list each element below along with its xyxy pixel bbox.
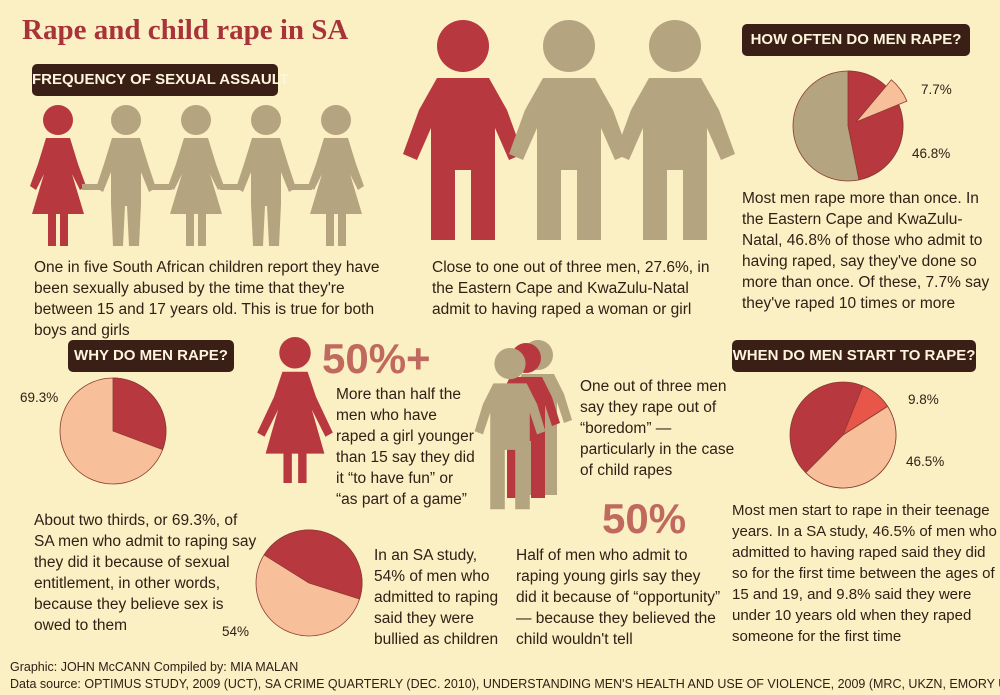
- men-overlap-figures: [474, 340, 572, 510]
- why-text: About two thirds, or 69.3%, of SA men wh…: [34, 512, 257, 634]
- how-often-label-large: 46.8%: [912, 146, 951, 161]
- why-banner: WHY DO MEN RAPE?: [68, 340, 234, 372]
- bullied-text: In an SA study, 54% of men who admitted …: [374, 547, 499, 648]
- pie-slice-other: [112, 377, 167, 451]
- child-figure-tan: [96, 105, 156, 246]
- when-label-large: 46.5%: [906, 454, 945, 469]
- child-figure-tan: [168, 105, 224, 246]
- fun-text: More than half the men who have raped a …: [336, 386, 475, 508]
- why-label: 69.3%: [20, 390, 59, 405]
- child-figure-red: [30, 105, 86, 246]
- bullied-pie: [255, 529, 363, 637]
- pie-slice-fifteen-to-nineteen: [805, 405, 897, 489]
- opportunity-text: Half of men who admit to raping young gi…: [516, 547, 721, 648]
- data-source: Data source: OPTIMUS STUDY, 2009 (UCT), …: [10, 677, 1000, 691]
- when-banner: WHEN DO MEN START TO RAPE?: [732, 340, 976, 372]
- when-label-small: 9.8%: [908, 392, 939, 407]
- fun-big-stat: 50%+: [322, 335, 431, 382]
- girl-figure: [257, 337, 333, 483]
- men-rape-text: Close to one out of three men, 27.6%, in…: [432, 259, 710, 318]
- how-often-pie: [792, 70, 908, 182]
- when-text: Most men start to rape in their teenage …: [732, 502, 997, 645]
- child-figure-tan: [308, 105, 364, 246]
- frequency-banner: FREQUENCY OF SEXUAL ASSAULT: [32, 64, 289, 96]
- opportunity-big-stat: 50%: [602, 495, 687, 542]
- when-pie: [789, 381, 897, 489]
- children-figures: [30, 105, 364, 246]
- how-often-text: Most men rape more than once. In the Eas…: [742, 190, 990, 312]
- page-title: Rape and child rape in SA: [22, 14, 349, 46]
- fun-text-wrap: More than half the men who have raped a …: [268, 384, 493, 510]
- why-pie: [59, 377, 167, 485]
- boredom-text: One out of three men say they rape out o…: [580, 378, 735, 479]
- how-often-label-small: 7.7%: [921, 82, 952, 97]
- pie-slice-ten-or-more: [855, 79, 908, 123]
- how-often-banner: HOW OFTEN DO MEN RAPE?: [742, 24, 970, 56]
- pie-slice-not-bullied: [263, 529, 363, 600]
- bullied-label: 54%: [222, 624, 250, 639]
- men-figures: [403, 20, 735, 240]
- child-figure-tan: [236, 105, 296, 246]
- man-figure-tan: [509, 20, 629, 240]
- man-figure-tan: [615, 20, 735, 240]
- frequency-text: One in five South African children repor…: [34, 259, 380, 339]
- graphic-credit: Graphic: JOHN McCANN Compiled by: MIA MA…: [10, 660, 299, 674]
- man-figure-red: [403, 20, 523, 240]
